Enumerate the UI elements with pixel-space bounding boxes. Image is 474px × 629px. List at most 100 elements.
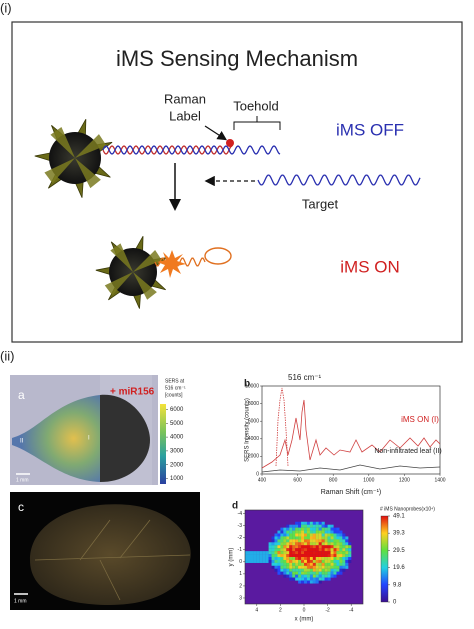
heat-cell [330, 568, 334, 572]
heat-cell [271, 559, 275, 563]
heat-cell [262, 551, 266, 555]
heat-cell [274, 554, 278, 558]
heat-cell [312, 524, 316, 528]
heat-cell [274, 568, 278, 572]
heat-cell [327, 554, 331, 558]
panel-letter: b [244, 379, 250, 390]
heat-cell [309, 536, 313, 540]
heat-cell [274, 565, 278, 569]
heat-cell [289, 524, 293, 528]
heat-cell [298, 524, 302, 528]
heat-cell [271, 545, 275, 549]
heat-cell [315, 548, 319, 552]
heat-cell [330, 530, 334, 534]
heat-cell [330, 559, 334, 563]
dna-strands [102, 145, 421, 267]
heat-cell [339, 530, 343, 534]
signal-burst [157, 250, 186, 278]
heat-cell [333, 571, 337, 575]
heat-cell [342, 533, 346, 537]
y-axis-label: SERS Intensity (counts) [245, 398, 251, 462]
heat-cell [306, 536, 310, 540]
y-tick-label: 2000 [248, 454, 259, 460]
heat-cell [298, 527, 302, 531]
heat-cell [315, 524, 319, 528]
heat-cell [289, 536, 293, 540]
y-tick-label: -1 [238, 547, 243, 553]
heat-cell [312, 554, 316, 558]
heat-cell [292, 548, 296, 552]
heat-cell [348, 554, 352, 558]
heat-cell [283, 545, 287, 549]
heat-cell [304, 542, 308, 546]
heat-cell [321, 559, 325, 563]
heat-cell [277, 559, 281, 563]
colorbar-tick-label: 5000 [170, 421, 184, 427]
heat-cell [292, 536, 296, 540]
heat-cell [298, 580, 302, 584]
image-overlay [100, 375, 152, 485]
heat-cell [268, 548, 272, 552]
heat-cell [345, 539, 349, 543]
heat-cell [295, 533, 299, 537]
spike [75, 158, 101, 189]
heat-cell [298, 548, 302, 552]
heat-cell [327, 527, 331, 531]
heat-cell [321, 527, 325, 531]
heat-cell [345, 559, 349, 563]
heat-cell [336, 533, 340, 537]
heat-cell [277, 557, 281, 561]
heat-cell [318, 554, 322, 558]
heat-cell [301, 577, 305, 581]
heat-cell [312, 557, 316, 561]
heat-cell [301, 545, 305, 549]
raman-label: Raman [164, 91, 206, 106]
heat-cell [339, 557, 343, 561]
region-label: II [20, 439, 24, 445]
heat-cell [333, 533, 337, 537]
heat-cell [295, 548, 299, 552]
heat-cell [274, 539, 278, 543]
heat-cell [301, 551, 305, 555]
x-tick-label: 1200 [399, 477, 410, 483]
heat-cell [345, 542, 349, 546]
heat-cell [277, 551, 281, 555]
heat-cell [330, 565, 334, 569]
heat-cell [268, 542, 272, 546]
heat-cell [250, 557, 254, 561]
heat-cell [298, 559, 302, 563]
heat-cell [295, 554, 299, 558]
heat-cell [318, 559, 322, 563]
heat-cell [306, 568, 310, 572]
heat-cell [245, 554, 249, 558]
heat-cell [333, 559, 337, 563]
heat-cell [295, 542, 299, 546]
strand [102, 145, 233, 155]
heat-cell [333, 568, 337, 572]
heat-cell [289, 574, 293, 578]
heat-cell [298, 542, 302, 546]
heat-cell [265, 551, 269, 555]
heat-cell [315, 530, 319, 534]
heat-cell [301, 542, 305, 546]
heat-cell [283, 542, 287, 546]
heat-cell [268, 557, 272, 561]
heat-cell [283, 571, 287, 575]
heat-cell [295, 527, 299, 531]
heat-cell [315, 545, 319, 549]
heat-cell [283, 548, 287, 552]
bracket [233, 116, 281, 130]
heat-cell [315, 574, 319, 578]
heat-cell [289, 542, 293, 546]
strand [257, 174, 421, 186]
heat-cell [289, 545, 293, 549]
heat-cell [333, 548, 337, 552]
heat-cell [309, 542, 313, 546]
colorbar-title: [counts] [165, 392, 183, 398]
heat-cell [280, 542, 284, 546]
heat-cell [289, 568, 293, 572]
heat-cell [295, 559, 299, 563]
heat-cell [309, 524, 313, 528]
heat-cell [318, 527, 322, 531]
heat-cell [306, 554, 310, 558]
